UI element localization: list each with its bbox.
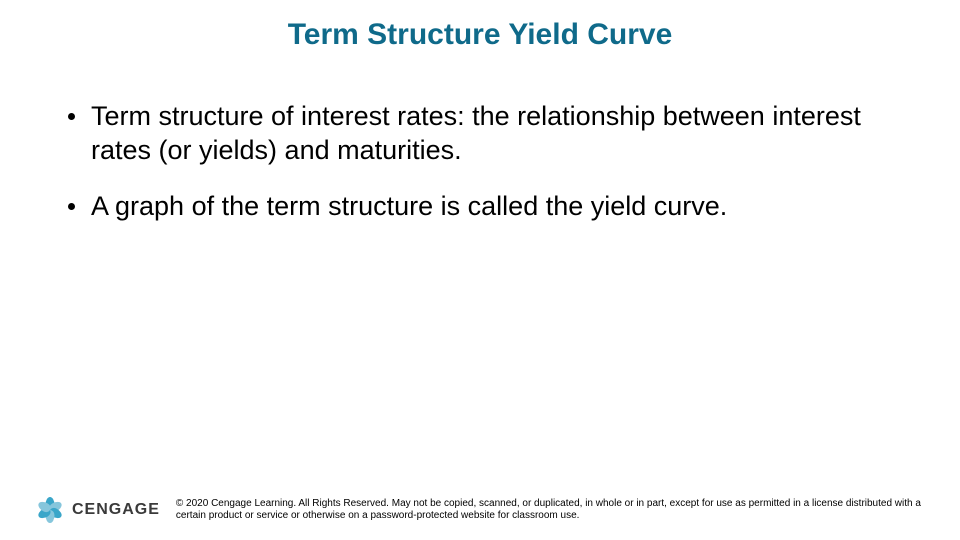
- slide: Term Structure Yield Curve Term structur…: [0, 0, 960, 540]
- bullet-dot-icon: [68, 113, 75, 120]
- slide-title: Term Structure Yield Curve: [0, 18, 960, 52]
- bullet-text: Term structure of interest rates: the re…: [91, 100, 910, 168]
- cengage-logo-icon: [36, 496, 64, 524]
- content-area: Term structure of interest rates: the re…: [68, 100, 910, 245]
- cengage-logo-text: CENGAGE: [72, 501, 160, 519]
- cengage-logo: CENGAGE: [36, 496, 160, 524]
- footer: CENGAGE © 2020 Cengage Learning. All Rig…: [36, 496, 924, 524]
- bullet-item: Term structure of interest rates: the re…: [68, 100, 910, 168]
- bullet-text: A graph of the term structure is called …: [91, 190, 910, 224]
- bullet-dot-icon: [68, 203, 75, 210]
- copyright-text: © 2020 Cengage Learning. All Rights Rese…: [176, 498, 924, 523]
- bullet-item: A graph of the term structure is called …: [68, 190, 910, 224]
